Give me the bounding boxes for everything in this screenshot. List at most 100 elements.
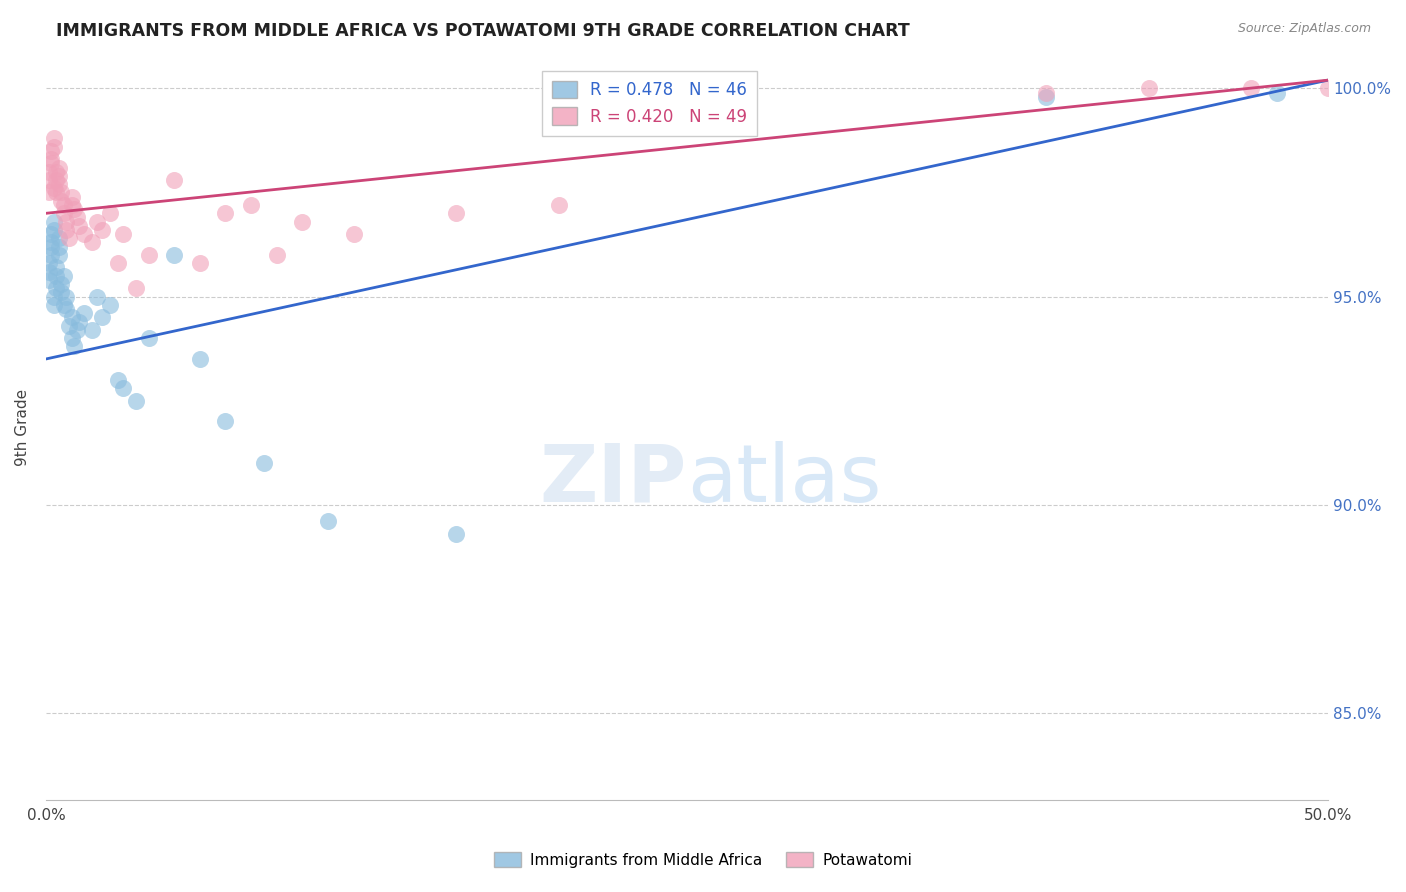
Point [1240,81,1263,95]
Point [55,214,77,228]
Point [45,164,67,178]
Point [125,281,148,295]
Point [51,186,73,200]
Point [111,381,134,395]
Point [42,223,65,237]
Point [107,256,129,270]
Point [48,239,70,253]
Point [51,285,73,300]
Point [1317,81,1340,95]
Point [48,161,70,175]
Point [60,198,83,212]
Point [45,173,67,187]
Point [1265,86,1288,100]
Point [67,219,90,233]
Point [138,248,160,262]
Text: atlas: atlas [688,441,882,519]
Point [188,256,211,270]
Point [39,248,62,262]
Point [42,214,65,228]
Point [163,173,186,187]
Point [60,331,83,345]
Point [214,414,236,428]
Point [42,139,65,153]
Point [86,214,108,228]
Point [48,231,70,245]
Point [39,239,62,253]
Point [111,227,134,241]
Point [60,310,83,325]
Point [86,289,108,303]
Point [52,198,75,212]
Point [58,318,80,333]
Point [48,177,70,191]
Point [38,173,60,187]
Point [39,235,62,250]
Point [55,301,77,316]
Point [91,223,114,237]
Point [82,235,104,250]
Text: IMMIGRANTS FROM MIDDLE AFRICA VS POTAWATOMI 9TH GRADE CORRELATION CHART: IMMIGRANTS FROM MIDDLE AFRICA VS POTAWAT… [56,22,910,40]
Point [73,306,96,320]
Point [39,152,62,166]
Point [55,223,77,237]
Point [38,264,60,278]
Point [42,289,65,303]
Point [39,144,62,158]
Legend: R = 0.478   N = 46, R = 0.420   N = 49: R = 0.478 N = 46, R = 0.420 N = 49 [541,71,756,136]
Point [38,256,60,270]
Point [163,248,186,262]
Point [107,373,129,387]
Y-axis label: 9th Grade: 9th Grade [15,389,30,467]
Point [1137,81,1160,95]
Point [125,393,148,408]
Point [66,323,89,337]
Point [38,164,60,178]
Point [214,206,236,220]
Point [39,156,62,170]
Point [51,194,73,208]
Point [63,202,86,216]
Point [42,298,65,312]
Point [82,323,104,337]
Point [188,351,211,366]
Point [45,281,67,295]
Point [1035,86,1057,100]
Text: ZIP: ZIP [540,441,688,519]
Point [38,186,60,200]
Point [253,456,276,470]
Point [42,131,65,145]
Point [240,198,263,212]
Point [98,206,121,220]
Point [316,514,339,528]
Point [66,211,89,225]
Point [45,186,67,200]
Point [48,248,70,262]
Point [266,248,288,262]
Point [73,227,96,241]
Point [45,268,67,283]
Point [98,298,121,312]
Legend: Immigrants from Middle Africa, Potawatomi: Immigrants from Middle Africa, Potawatom… [488,846,918,873]
Point [446,526,468,541]
Point [547,198,569,212]
Point [48,169,70,183]
Point [67,314,90,328]
Point [446,206,468,220]
Point [55,289,77,303]
Point [38,273,60,287]
Point [52,298,75,312]
Point [45,260,67,275]
Point [343,227,366,241]
Text: Source: ZipAtlas.com: Source: ZipAtlas.com [1237,22,1371,36]
Point [63,339,86,353]
Point [91,310,114,325]
Point [42,181,65,195]
Point [52,268,75,283]
Point [1035,89,1057,103]
Point [51,277,73,291]
Point [138,331,160,345]
Point [58,231,80,245]
Point [39,227,62,241]
Point [291,214,314,228]
